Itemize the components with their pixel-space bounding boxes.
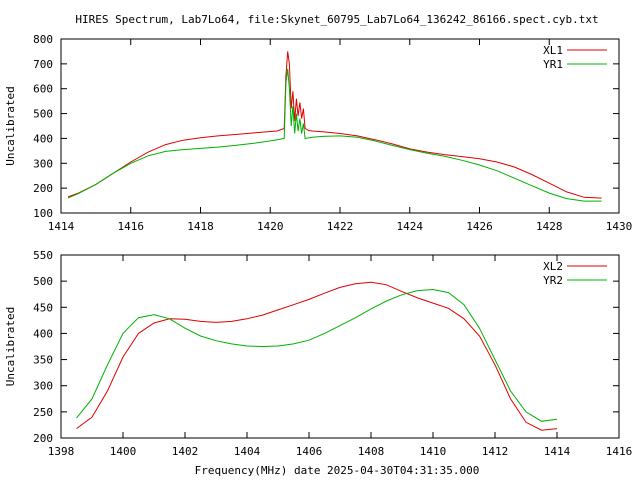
x-tick-label: 1406 bbox=[296, 445, 323, 458]
x-tick-label: 1416 bbox=[606, 445, 633, 458]
x-tick-label: 1416 bbox=[118, 220, 145, 233]
y-tick-label: 450 bbox=[33, 301, 53, 314]
x-tick-label: 1420 bbox=[257, 220, 284, 233]
y-tick-label: 400 bbox=[33, 327, 53, 340]
x-tick-label: 1408 bbox=[358, 445, 385, 458]
x-tick-label: 1428 bbox=[536, 220, 563, 233]
legend-label-yr2: YR2 bbox=[543, 274, 563, 287]
y-tick-label: 500 bbox=[33, 275, 53, 288]
x-tick-label: 1402 bbox=[172, 445, 199, 458]
series-line-xl1 bbox=[67, 51, 602, 199]
x-tick-label: 1430 bbox=[606, 220, 633, 233]
x-tick-label: 1414 bbox=[544, 445, 571, 458]
y-tick-label: 700 bbox=[33, 58, 53, 71]
series-line-xl2 bbox=[76, 281, 558, 431]
y-tick-label: 500 bbox=[33, 108, 53, 121]
y-tick-label: 550 bbox=[33, 249, 53, 262]
legend-label-xl2: XL2 bbox=[543, 260, 563, 273]
x-tick-label: 1410 bbox=[420, 445, 447, 458]
y-tick-label: 600 bbox=[33, 83, 53, 96]
y-tick-label: 250 bbox=[33, 406, 53, 419]
x-tick-label: 1414 bbox=[48, 220, 75, 233]
x-tick-label: 1424 bbox=[397, 220, 424, 233]
y-tick-label: 300 bbox=[33, 380, 53, 393]
y-tick-label: 300 bbox=[33, 157, 53, 170]
plot-frame-2 bbox=[60, 254, 620, 439]
y-tick-label: 800 bbox=[33, 33, 53, 46]
y-tick-label: 200 bbox=[33, 182, 53, 195]
y-tick-label: 100 bbox=[33, 207, 53, 220]
x-axis-label: Frequency(MHz) date 2025-04-30T04:31:35.… bbox=[195, 464, 480, 477]
x-tick-label: 1418 bbox=[187, 220, 214, 233]
x-tick-label: 1404 bbox=[234, 445, 261, 458]
series-line-yr1 bbox=[67, 68, 602, 202]
x-tick-label: 1412 bbox=[482, 445, 509, 458]
x-tick-label: 1422 bbox=[327, 220, 354, 233]
y-tick-label: 350 bbox=[33, 354, 53, 367]
series-line-yr2 bbox=[76, 288, 558, 422]
x-tick-label: 1398 bbox=[48, 445, 75, 458]
legend-label-yr1: YR1 bbox=[543, 58, 563, 71]
x-tick-label: 1400 bbox=[110, 445, 137, 458]
y-tick-label: 200 bbox=[33, 432, 53, 445]
x-tick-label: 1426 bbox=[466, 220, 493, 233]
figure-title: HIRES Spectrum, Lab7Lo64, file:Skynet_60… bbox=[75, 13, 598, 26]
y-axis-label: Uncalibrated bbox=[4, 86, 17, 165]
y-tick-label: 400 bbox=[33, 132, 53, 145]
y-axis-label: Uncalibrated bbox=[4, 307, 17, 386]
legend-label-xl1: XL1 bbox=[543, 44, 563, 57]
